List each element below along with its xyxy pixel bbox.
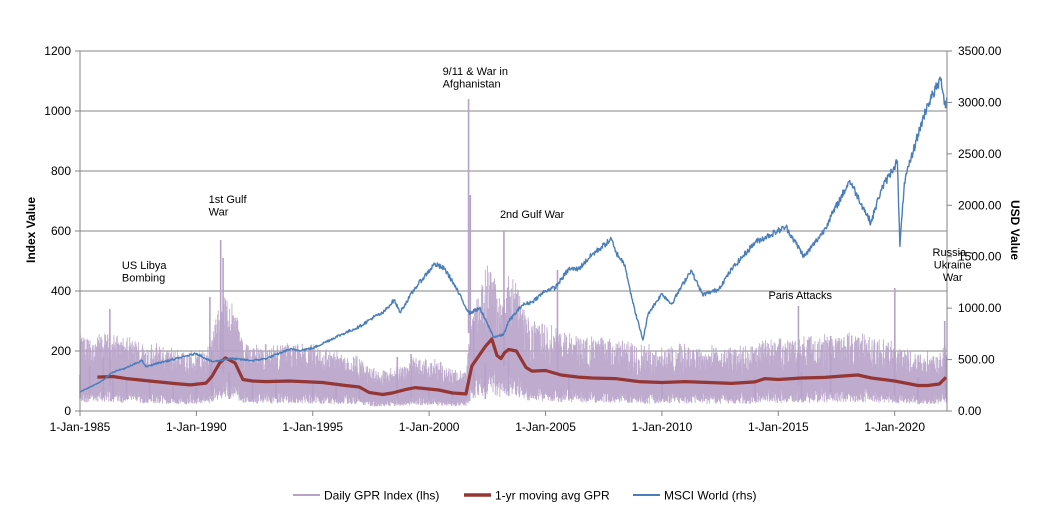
right-tick-label: 500.00 bbox=[958, 353, 995, 367]
annotation-line: War bbox=[943, 272, 963, 284]
annotation-line: US Libya bbox=[122, 260, 168, 272]
legend-item-moving-avg: 1-yr moving avg GPR bbox=[464, 489, 610, 503]
left-tick-label: 400 bbox=[51, 284, 71, 298]
legend-label-msci: MSCI World (rhs) bbox=[664, 489, 756, 503]
x-tick-label: 1-Jan-2005 bbox=[515, 420, 576, 434]
annotation-line: 2nd Gulf War bbox=[500, 209, 565, 221]
msci-world-series bbox=[79, 76, 948, 393]
left-tick-label: 800 bbox=[51, 164, 71, 178]
x-tick-label: 1-Jan-2000 bbox=[399, 420, 460, 434]
legend: Daily GPR Index (lhs) 1-yr moving avg GP… bbox=[293, 489, 756, 503]
x-tick-label: 1-Jan-2010 bbox=[632, 420, 693, 434]
annotation-line: War bbox=[209, 207, 229, 219]
right-tick-label: 1000.00 bbox=[958, 301, 1002, 315]
right-tick-label: 3000.00 bbox=[958, 95, 1002, 109]
legend-label-moving-avg: 1-yr moving avg GPR bbox=[495, 489, 610, 503]
legend-item-msci: MSCI World (rhs) bbox=[633, 489, 756, 503]
legend-label-daily-gpr: Daily GPR Index (lhs) bbox=[324, 489, 439, 503]
right-tick-label: 2500.00 bbox=[958, 147, 1002, 161]
right-tick-label: 3500.00 bbox=[958, 44, 1002, 58]
right-axis-title: USD Value bbox=[1008, 200, 1022, 260]
left-tick-label: 0 bbox=[64, 404, 71, 418]
left-axis-title: Index Value bbox=[24, 197, 38, 263]
legend-item-daily-gpr: Daily GPR Index (lhs) bbox=[293, 489, 439, 503]
x-tick-label: 1-Jan-2020 bbox=[864, 420, 925, 434]
annotation-line: 1st Gulf bbox=[209, 194, 248, 206]
annotation: Paris Attacks bbox=[768, 290, 832, 302]
annotation-line: Paris Attacks bbox=[768, 290, 832, 302]
left-tick-label: 1000 bbox=[44, 104, 71, 118]
right-axis-ticks: 0.00 500.00 1000.00 1500.00 2000.00 2500.00 30… bbox=[947, 44, 1002, 418]
left-tick-label: 200 bbox=[51, 344, 71, 358]
left-tick-label: 1200 bbox=[44, 44, 71, 58]
annotation-line: Russia - bbox=[933, 247, 974, 259]
annotation: 2nd Gulf War bbox=[500, 209, 565, 221]
annotation-line: Bombing bbox=[122, 273, 165, 285]
right-tick-label: 1500.00 bbox=[958, 250, 1002, 264]
left-axis-ticks: 0 200 400 600 800 1000 1200 bbox=[44, 44, 80, 418]
moving-avg-gpr-series bbox=[97, 337, 948, 397]
annotation-line: Afghanistan bbox=[443, 79, 501, 91]
x-tick-label: 1-Jan-1995 bbox=[282, 420, 343, 434]
moving-avg-gpr-line bbox=[97, 337, 948, 397]
right-tick-label: 2000.00 bbox=[958, 198, 1002, 212]
msci-world-line bbox=[79, 76, 948, 393]
left-tick-label: 600 bbox=[51, 224, 71, 238]
x-tick-label: 1-Jan-1985 bbox=[50, 420, 111, 434]
x-tick-label: 1-Jan-2015 bbox=[748, 420, 809, 434]
right-tick-label: 0.00 bbox=[958, 404, 982, 418]
annotation-line: 9/11 & War in bbox=[443, 66, 508, 78]
x-tick-label: 1-Jan-1990 bbox=[166, 420, 227, 434]
annotation-line: Ukraine bbox=[934, 260, 972, 272]
x-axis-ticks: 1-Jan-1985 1-Jan-1990 1-Jan-1995 1-Jan-2000… bbox=[50, 411, 925, 434]
